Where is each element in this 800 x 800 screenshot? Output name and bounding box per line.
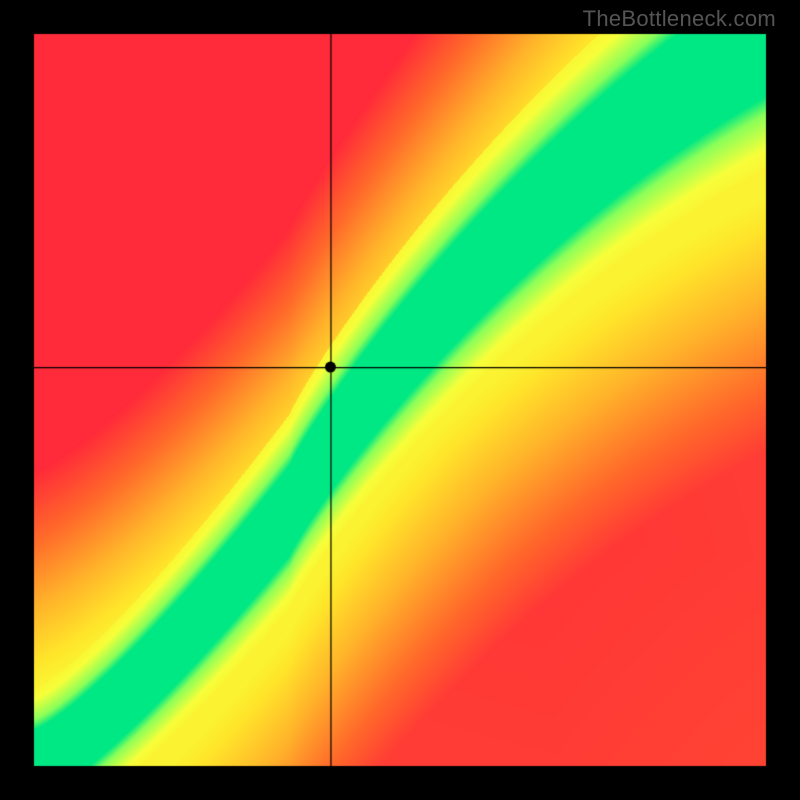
bottleneck-chart-container: TheBottleneck.com (0, 0, 800, 800)
watermark-text: TheBottleneck.com (583, 6, 776, 32)
heatmap-canvas (0, 0, 800, 800)
